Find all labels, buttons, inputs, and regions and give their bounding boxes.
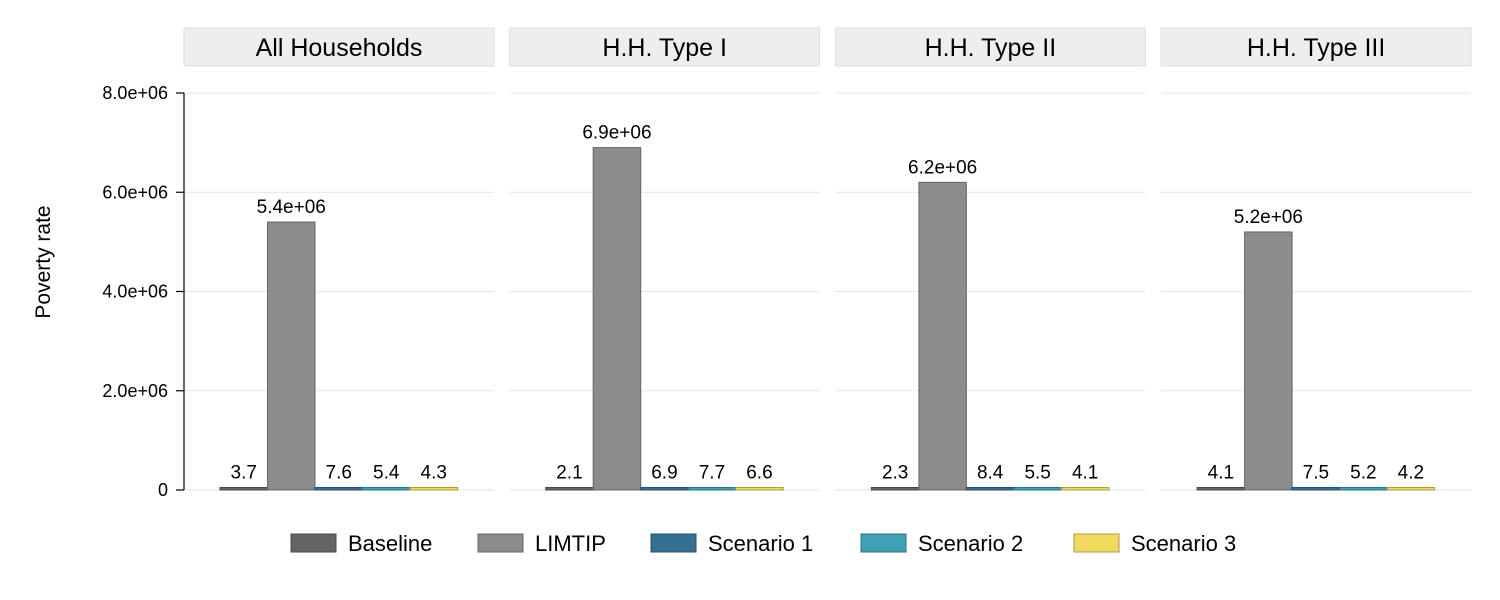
data-label: 5.2: [1350, 463, 1376, 484]
legend-swatch: [860, 533, 907, 553]
data-label: 4.1: [1208, 463, 1234, 484]
bar-scenario-1: [965, 487, 1015, 491]
y-tick-label: 6.0e+06: [102, 182, 168, 202]
bar-baseline: [870, 487, 920, 491]
y-axis-title: Poverty rate: [32, 205, 55, 318]
data-label: 6.2e+06: [908, 157, 977, 178]
data-label: 7.5: [1303, 463, 1329, 484]
legend-label: Scenario 1: [708, 531, 813, 556]
bar-scenario-3: [1060, 487, 1110, 491]
data-label: 5.4e+06: [257, 197, 326, 218]
data-label: 6.9: [651, 463, 677, 484]
data-label: 5.5: [1024, 463, 1050, 484]
legend-swatch: [650, 533, 697, 553]
data-label: 5.2e+06: [1234, 207, 1303, 228]
legend-swatch: [477, 533, 524, 553]
bar-scenario-2: [362, 487, 411, 491]
bar-scenario-3: [735, 487, 784, 491]
y-tick-label: 8.0e+06: [102, 83, 168, 103]
bar-scenario-2: [687, 487, 737, 491]
bar-limtip: [1244, 231, 1293, 491]
bar-baseline: [1196, 487, 1246, 491]
legend-label: Scenario 3: [1131, 531, 1236, 556]
panel-title: H.H. Type I: [602, 34, 727, 62]
y-tick-label: 4.0e+06: [102, 282, 168, 302]
data-label: 5.4: [373, 463, 400, 484]
panel: H.H. Type II 2.3 6.2e+06 8.4 5.5 4.1: [834, 27, 1146, 491]
data-label: 7.6: [326, 463, 352, 484]
bar-scenario-1: [1291, 487, 1341, 491]
panel-header: [183, 27, 495, 67]
data-label: 4.2: [1398, 463, 1424, 484]
bar-scenario-1: [314, 487, 363, 491]
y-tick-label: 2.0e+06: [102, 381, 168, 401]
panel-header: [834, 27, 1146, 67]
legend-label: LIMTIP: [535, 531, 606, 556]
legend-item: LIMTIP: [477, 531, 606, 556]
bar-scenario-2: [1013, 487, 1062, 491]
data-label: 2.1: [556, 463, 582, 484]
bar-baseline: [545, 487, 594, 491]
legend: Baseline LIMTIP Scenario 1 Scenario 2 Scenar…: [290, 531, 1236, 556]
legend-item: Scenario 2: [860, 531, 1023, 556]
y-axis: 0 2.0e+06 4.0e+06 6.0e+06 8.0e+06: [102, 83, 185, 500]
legend-item: Scenario 3: [1073, 531, 1236, 556]
bar-limtip: [592, 147, 642, 491]
bar-scenario-2: [1339, 487, 1388, 491]
legend-swatch: [290, 533, 337, 553]
panel-title: H.H. Type II: [925, 34, 1057, 62]
legend-label: Baseline: [348, 531, 432, 556]
panel-title: H.H. Type III: [1247, 34, 1385, 62]
data-label: 4.1: [1072, 463, 1098, 484]
bar-limtip: [918, 181, 967, 491]
legend-item: Scenario 1: [650, 531, 813, 556]
legend-swatch: [1073, 533, 1120, 553]
data-label: 6.6: [746, 463, 772, 484]
data-label: 2.3: [882, 463, 908, 484]
data-label: 3.7: [231, 463, 257, 484]
data-label: 8.4: [977, 463, 1004, 484]
panel-header: [509, 27, 821, 67]
data-label: 7.7: [699, 463, 725, 484]
panel-header: [1160, 27, 1472, 67]
bar-baseline: [219, 487, 268, 491]
panel: All Households 3.7 5.4e+06 7.6 5.4 4.3: [183, 27, 495, 491]
panel: H.H. Type III 4.1 5.2e+06 7.5 5.2 4.2: [1160, 27, 1472, 491]
panel-title: All Households: [256, 34, 423, 62]
bar-scenario-3: [409, 487, 458, 491]
y-tick-label: 0: [158, 480, 168, 500]
chart-panels: All Households 3.7 5.4e+06 7.6 5.4 4.3 H.H. Ty…: [183, 27, 1472, 491]
bar-limtip: [267, 221, 316, 491]
data-label: 4.3: [421, 463, 447, 484]
data-label: 6.9e+06: [582, 123, 651, 144]
bar-scenario-1: [640, 487, 689, 491]
bar-scenario-3: [1386, 487, 1436, 491]
panel: H.H. Type I 2.1 6.9e+06 6.9 7.7 6.6: [509, 27, 821, 491]
legend-item: Baseline: [290, 531, 432, 556]
legend-label: Scenario 2: [918, 531, 1023, 556]
